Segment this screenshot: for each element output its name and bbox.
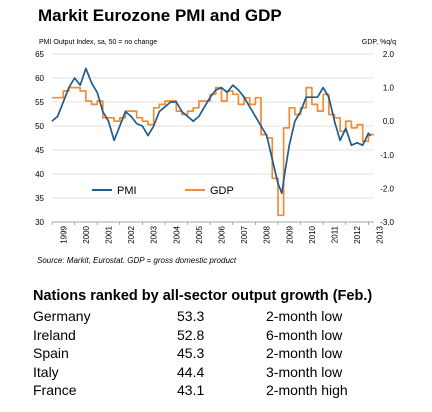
right-tick-label: -2.0 xyxy=(380,184,394,193)
trend-note: 6-month low xyxy=(266,326,343,343)
x-tick-label: 2001 xyxy=(104,225,113,243)
right-tick-label: -1.0 xyxy=(380,151,394,160)
right-tick-label: -3.0 xyxy=(380,218,394,227)
x-tick-label: 2006 xyxy=(217,225,226,243)
output-value: 52.8 xyxy=(177,326,205,343)
left-tick-label: 60 xyxy=(35,74,44,83)
ranking-table: Germany 53.3 2-month low Ireland 52.8 6-month… xyxy=(33,308,413,401)
x-tick-label: 2003 xyxy=(150,225,159,243)
output-value: 43.1 xyxy=(177,382,205,398)
left-tick-label: 40 xyxy=(35,170,44,179)
ranking-row: Spain 45.3 2-month low xyxy=(33,345,413,364)
country-name: Germany xyxy=(33,308,91,324)
x-tick-label: 2008 xyxy=(263,225,272,243)
ranking-row: Ireland 52.8 6-month low xyxy=(33,327,413,346)
trend-note: 2-month high xyxy=(266,382,348,398)
left-axis-ticks: 30 35 40 45 50 55 60 65 xyxy=(35,50,44,227)
left-axis-caption: PMI Output Index, sa, 50 = no change xyxy=(39,39,157,46)
right-axis-caption: GDP, %q/q xyxy=(362,39,396,46)
gridlines xyxy=(52,53,374,199)
legend: PMI GDP xyxy=(92,185,234,197)
output-value: 45.3 xyxy=(177,345,205,361)
output-value: 53.3 xyxy=(177,308,205,324)
x-tick-label: 2010 xyxy=(308,225,317,243)
gdp-series-line xyxy=(52,86,374,217)
output-value: 44.4 xyxy=(177,363,205,380)
country-name: Spain xyxy=(33,345,69,361)
x-tick-label: 2005 xyxy=(195,225,204,243)
x-ticks: 1999 2000 2001 2002 2003 2004 2005 2006 2007 2008… xyxy=(51,222,385,244)
ranking-row: France 43.1 2-month high xyxy=(33,382,413,401)
right-tick-label: 2.0 xyxy=(383,50,395,59)
x-tick-label: 2012 xyxy=(353,225,362,243)
legend-label-gdp: GDP xyxy=(210,185,234,197)
x-tick-label: 2004 xyxy=(172,225,181,243)
x-tick-label: 2013 xyxy=(376,225,385,243)
right-tick-label: 0.0 xyxy=(383,117,395,126)
trend-note: 2-month low xyxy=(266,345,343,361)
ranking-title: Nations ranked by all-sector output grow… xyxy=(33,288,373,304)
country-name: France xyxy=(33,382,77,398)
pmi-series-line xyxy=(51,67,372,195)
source-note: Source: Markit, Eurostat. GDP = gross do… xyxy=(37,256,237,265)
country-name: Ireland xyxy=(33,326,76,343)
x-tick-label: 2000 xyxy=(82,225,91,243)
left-tick-label: 30 xyxy=(35,218,44,227)
right-axis-ticks: -3.0 -2.0 -1.0 0.0 1.0 2.0 xyxy=(380,50,394,227)
x-tick-label: 2007 xyxy=(240,225,249,243)
left-tick-label: 45 xyxy=(35,146,44,155)
pmi-gdp-chart: 1999 2000 2001 2002 2003 2004 2005 2006 2007 2008… xyxy=(35,39,396,244)
trend-note: 3-month low xyxy=(266,363,343,380)
x-tick-label: 1999 xyxy=(59,225,68,243)
right-tick-label: 1.0 xyxy=(383,84,395,93)
ranking-row: Italy 44.4 3-month low xyxy=(33,364,413,383)
trend-note: 2-month low xyxy=(266,308,343,324)
country-name: Italy xyxy=(33,363,59,380)
ranking-row: Germany 53.3 2-month low xyxy=(33,308,413,327)
x-tick-label: 2002 xyxy=(127,225,136,243)
left-tick-label: 50 xyxy=(35,122,44,131)
legend-label-pmi: PMI xyxy=(117,185,137,197)
left-tick-label: 35 xyxy=(35,194,44,203)
x-tick-label: 2009 xyxy=(285,225,294,243)
left-tick-label: 55 xyxy=(35,98,44,107)
left-tick-label: 65 xyxy=(35,50,44,59)
chart-title: Markit Eurozone PMI and GDP xyxy=(38,6,282,25)
series-lines xyxy=(51,67,374,217)
x-tick-label: 2011 xyxy=(330,225,339,243)
